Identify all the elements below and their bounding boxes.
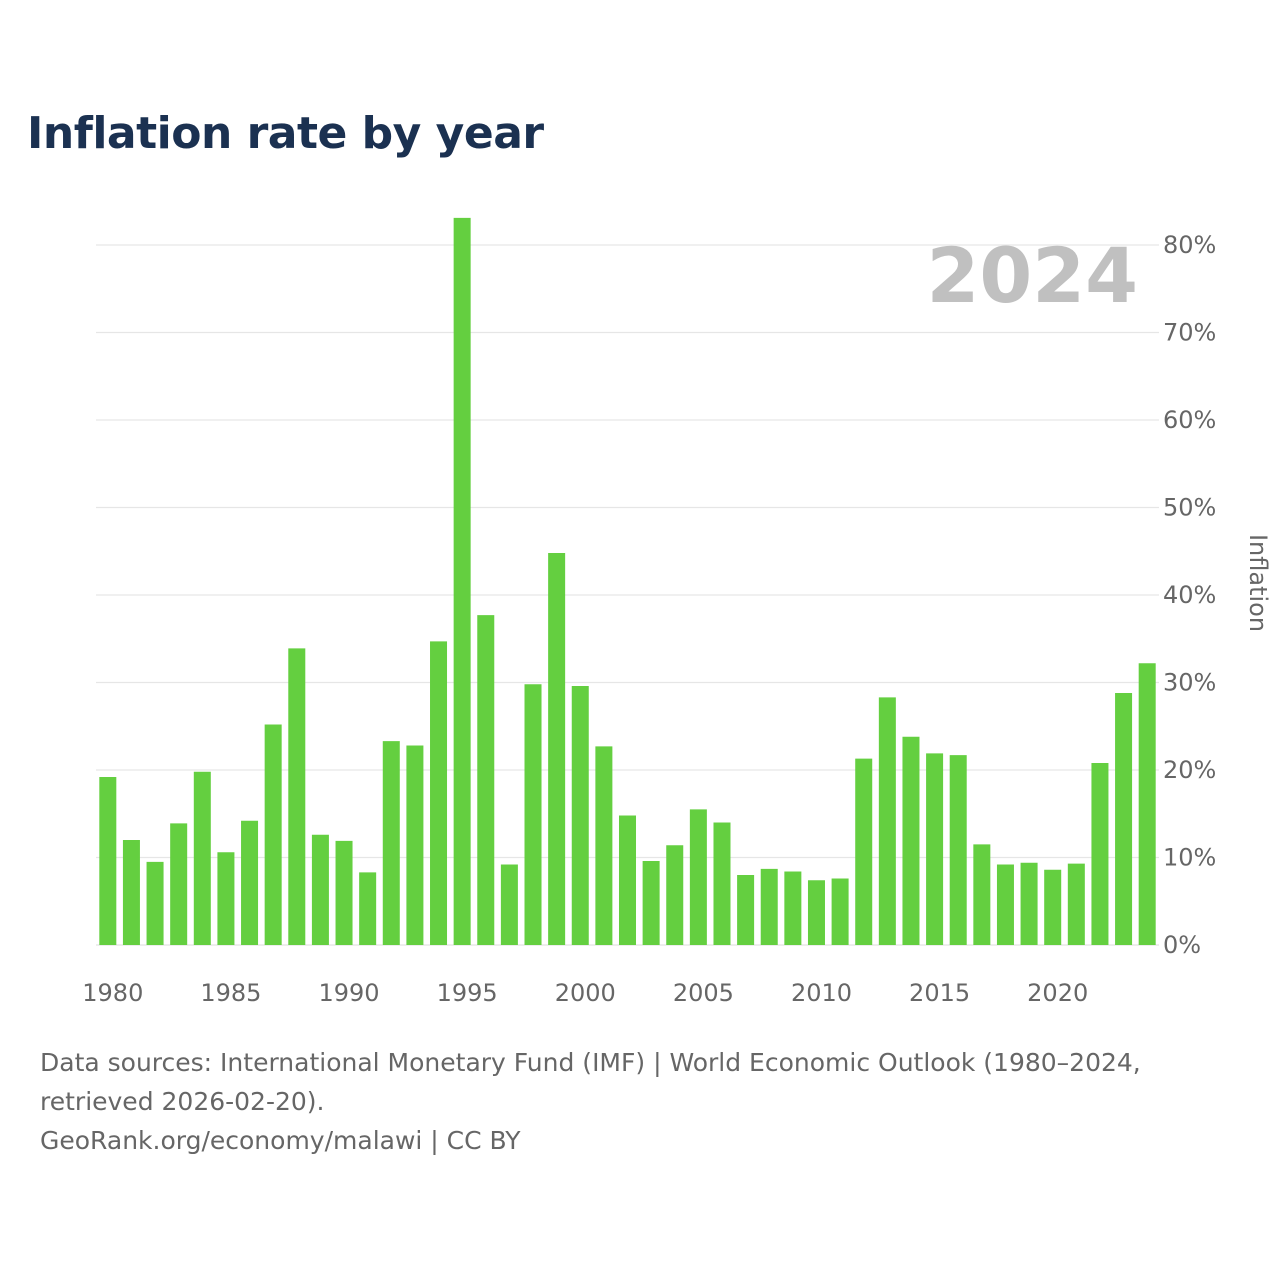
bar-2007[interactable] xyxy=(737,875,755,945)
bars xyxy=(99,217,1156,946)
y-tick-label: 30% xyxy=(1163,669,1216,697)
bar-1982[interactable] xyxy=(146,861,164,945)
data-sources-note: Data sources: International Monetary Fun… xyxy=(40,1048,1141,1116)
bar-2024[interactable] xyxy=(1138,663,1156,945)
x-tick-label: 1985 xyxy=(200,979,261,1007)
bar-2018[interactable] xyxy=(996,864,1014,946)
bar-2011[interactable] xyxy=(831,878,849,946)
bar-2023[interactable] xyxy=(1115,693,1133,945)
y-axis-ticks: 0% 10% 20% 30% 40% 50% 60% 70% 80% xyxy=(1163,231,1216,959)
bar-2019[interactable] xyxy=(1020,862,1038,945)
bar-2020[interactable] xyxy=(1044,869,1062,945)
y-axis-label: Inflation xyxy=(1244,534,1272,632)
bar-2001[interactable] xyxy=(595,746,613,945)
bar-2008[interactable] xyxy=(760,868,778,945)
bar-1984[interactable] xyxy=(193,771,211,945)
bar-2005[interactable] xyxy=(689,809,707,945)
inflation-bar-chart: 2024 0% 10% 20% 30% 40% 50% 60% 70% 80% 1980 1985… xyxy=(82,217,1272,1007)
y-tick-label: 50% xyxy=(1163,494,1216,522)
bar-2017[interactable] xyxy=(973,844,991,945)
bar-1999[interactable] xyxy=(548,553,566,945)
year-watermark: 2024 xyxy=(926,231,1138,320)
x-axis-ticks: 1980 1985 1990 1995 2000 2005 2010 2015 2020 xyxy=(82,979,1088,1007)
bar-1996[interactable] xyxy=(477,615,495,945)
bar-1994[interactable] xyxy=(430,641,448,945)
bar-2022[interactable] xyxy=(1091,763,1109,945)
y-tick-label: 20% xyxy=(1163,756,1216,784)
footer: Data sources: International Monetary Fun… xyxy=(40,1043,1250,1160)
bar-1987[interactable] xyxy=(264,724,282,946)
y-tick-label: 0% xyxy=(1163,931,1201,959)
bar-2016[interactable] xyxy=(949,755,967,945)
chart-title: Inflation rate by year xyxy=(27,108,544,159)
bar-1992[interactable] xyxy=(382,741,400,945)
bar-2010[interactable] xyxy=(807,880,825,945)
bar-2004[interactable] xyxy=(666,845,684,945)
source-credit-link[interactable]: GeoRank.org/economy/malawi | CC BY xyxy=(40,1126,521,1155)
bar-2009[interactable] xyxy=(784,871,802,946)
x-tick-label: 2015 xyxy=(909,979,970,1007)
bar-1988[interactable] xyxy=(288,648,306,945)
bar-1990[interactable] xyxy=(335,840,353,945)
x-tick-label: 1990 xyxy=(318,979,379,1007)
y-tick-label: 80% xyxy=(1163,231,1216,259)
bar-1986[interactable] xyxy=(241,820,259,945)
bar-1993[interactable] xyxy=(406,745,424,946)
bar-2021[interactable] xyxy=(1067,863,1085,945)
bar-2002[interactable] xyxy=(618,815,637,946)
x-tick-label: 2010 xyxy=(791,979,852,1007)
bar-2015[interactable] xyxy=(926,753,944,945)
bar-2006[interactable] xyxy=(713,822,731,946)
bar-2014[interactable] xyxy=(902,736,920,945)
bar-2012[interactable] xyxy=(855,758,873,945)
y-tick-label: 60% xyxy=(1163,406,1216,434)
bar-2013[interactable] xyxy=(878,697,896,945)
bar-1985[interactable] xyxy=(217,852,235,945)
bar-1983[interactable] xyxy=(170,823,188,945)
y-tick-label: 10% xyxy=(1163,844,1216,872)
bar-1998[interactable] xyxy=(524,684,542,945)
bar-1991[interactable] xyxy=(359,872,377,945)
x-tick-label: 2020 xyxy=(1027,979,1088,1007)
x-tick-label: 2000 xyxy=(555,979,616,1007)
bar-1989[interactable] xyxy=(311,834,329,945)
bar-1997[interactable] xyxy=(500,864,518,946)
x-tick-label: 1995 xyxy=(437,979,498,1007)
bar-1981[interactable] xyxy=(122,840,140,945)
bar-1980[interactable] xyxy=(99,777,117,945)
bar-2003[interactable] xyxy=(642,861,660,945)
y-tick-label: 70% xyxy=(1163,319,1216,347)
x-tick-label: 2005 xyxy=(673,979,734,1007)
bar-1995[interactable] xyxy=(453,217,471,945)
bar-2000[interactable] xyxy=(571,686,589,945)
y-tick-label: 40% xyxy=(1163,581,1216,609)
x-tick-label: 1980 xyxy=(82,979,143,1007)
